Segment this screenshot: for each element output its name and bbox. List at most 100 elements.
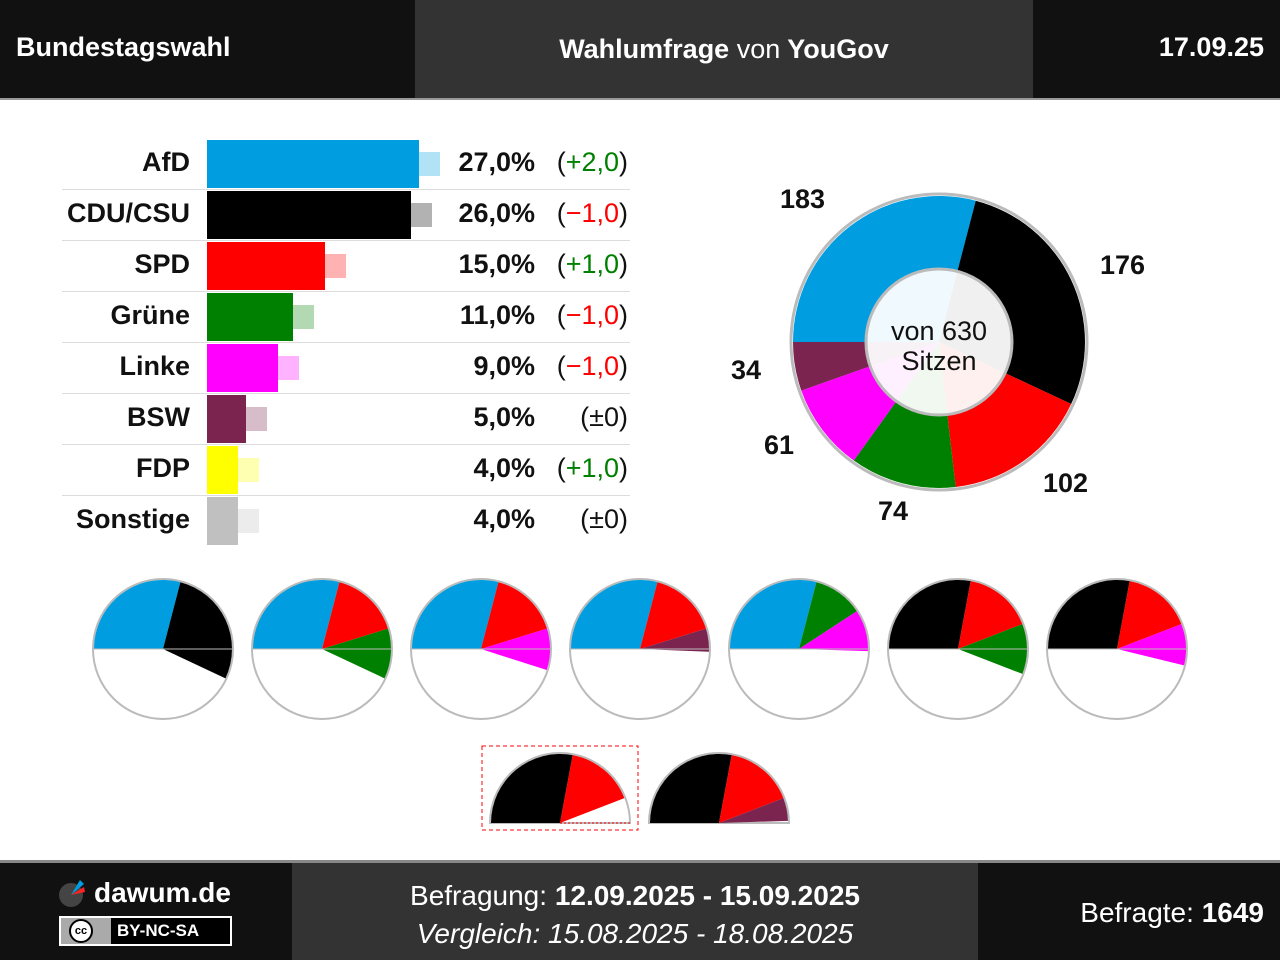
- change-label: (+1,0): [556, 249, 628, 279]
- party-name: FDP: [136, 453, 190, 483]
- respondents-count: 1649: [1201, 897, 1264, 928]
- change-label: (±0): [580, 504, 628, 534]
- seat-total-label: von 630 Sitzen: [869, 316, 1009, 376]
- change-value: −1,0: [565, 351, 619, 381]
- change-label: (±0): [580, 402, 628, 432]
- seat-label-cdu: 176: [1100, 250, 1146, 280]
- seat-label-bsw: 34: [731, 355, 762, 385]
- party-name: SPD: [134, 249, 190, 279]
- bar-row: Linke 9,0% (−1,0): [62, 343, 630, 394]
- coalition-slice: [481, 628, 550, 670]
- change-value: ±0: [589, 402, 619, 432]
- compare-label: Vergleich:: [416, 918, 541, 949]
- compare-period: Vergleich: 15.08.2025 - 18.08.2025: [292, 915, 978, 953]
- coalition-slice: [640, 582, 706, 649]
- coalition-slice: [560, 755, 625, 823]
- coalition-slice: [1117, 581, 1182, 649]
- respondents: Befragte: 1649: [1080, 897, 1264, 929]
- election-title: Bundestagswahl: [16, 32, 231, 62]
- bar: [207, 446, 239, 494]
- bar-row: AfD 27,0% (+2,0): [62, 139, 630, 190]
- footer: dawum.de cc BY-NC-SA Befragung: 12.09.20…: [0, 860, 1280, 960]
- bar: [207, 497, 239, 545]
- bar-change-marker: [218, 509, 260, 533]
- coalition-slice: [491, 754, 573, 823]
- compare-dates: 15.08.2025 - 18.08.2025: [548, 918, 854, 949]
- bar-row: SPD 15,0% (+1,0): [62, 241, 630, 292]
- coalition-slice: [719, 798, 788, 823]
- coalition-slice: [412, 580, 499, 649]
- coalition-slice: [799, 611, 868, 652]
- party-name: Linke: [119, 351, 190, 381]
- poll-date: 17.09.25: [1158, 32, 1264, 62]
- bar: [207, 242, 325, 290]
- percent-label: 4,0%: [473, 453, 535, 483]
- coalition-slice: [481, 582, 547, 649]
- survey-info: Befragung: 12.09.2025 - 15.09.2025 Vergl…: [292, 863, 978, 960]
- minor-coalition-pie: [488, 752, 632, 824]
- cc-icon: cc: [61, 918, 111, 944]
- coalition-slice: [958, 581, 1023, 649]
- seat-label-linke: 61: [764, 430, 795, 460]
- site-logo[interactable]: dawum.de: [58, 877, 231, 909]
- bar: [207, 293, 294, 341]
- poll-title: Wahlumfrage von YouGov: [415, 0, 1033, 98]
- license-text: BY-NC-SA: [117, 921, 200, 940]
- seat-label-afd: 183: [780, 184, 826, 214]
- bar-row: FDP 4,0% (+1,0): [62, 445, 630, 496]
- percent-label: 26,0%: [458, 198, 535, 228]
- party-name: CDU/CSU: [66, 198, 190, 228]
- percent-label: 9,0%: [473, 351, 535, 381]
- bar-change-marker: [273, 305, 315, 329]
- coalition-slice: [650, 754, 732, 823]
- change-value: +1,0: [565, 249, 619, 279]
- bar-change-marker: [257, 356, 299, 380]
- percent-label: 27,0%: [458, 147, 535, 177]
- bar-change-marker: [391, 203, 433, 227]
- coalition-slice: [571, 580, 658, 649]
- bar-change-marker: [304, 254, 346, 278]
- poll-title-prefix: Wahlumfrage: [559, 34, 730, 64]
- coalition-slice: [889, 580, 971, 649]
- bar: [207, 191, 412, 239]
- percent-label: 5,0%: [473, 402, 535, 432]
- change-value: −1,0: [565, 300, 619, 330]
- bar: [207, 344, 278, 392]
- license-badge[interactable]: cc BY-NC-SA: [59, 916, 232, 946]
- pollster-name: YouGov: [787, 34, 889, 64]
- seat-label-spd: 102: [1043, 468, 1089, 498]
- highlight-frame: [481, 745, 639, 831]
- survey-period: Befragung: 12.09.2025 - 15.09.2025: [292, 877, 978, 915]
- party-name: BSW: [127, 402, 190, 432]
- bar-row: BSW 5,0% (±0): [62, 394, 630, 445]
- coalition-slice: [640, 628, 709, 652]
- seat-label-gruene: 74: [878, 496, 909, 526]
- bar-change-marker: [218, 458, 260, 482]
- survey-label: Befragung:: [410, 880, 548, 911]
- coalition-slice: [1117, 624, 1187, 666]
- coalition-slice: [958, 624, 1027, 674]
- coalition-pie: [410, 578, 552, 720]
- coalition-pie: [887, 578, 1029, 720]
- coalition-pie: [1046, 578, 1188, 720]
- bar: [207, 395, 247, 443]
- respondents-label: Befragte:: [1080, 897, 1194, 928]
- change-value: −1,0: [565, 198, 619, 228]
- coalition-slice: [799, 582, 857, 649]
- party-name: Sonstige: [75, 504, 190, 534]
- seat-total-line1: von 630: [890, 316, 988, 346]
- dawum-logo-icon: [59, 880, 85, 907]
- coalition-slice: [322, 582, 388, 649]
- change-label: (+1,0): [556, 453, 628, 483]
- coalition-slice: [322, 628, 391, 679]
- site-name: dawum.de: [94, 877, 231, 908]
- coalition-slice: [1048, 580, 1130, 649]
- bar-row: CDU/CSU 26,0% (−1,0): [62, 190, 630, 241]
- coalition-pie: [569, 578, 711, 720]
- poll-title-mid: von: [736, 34, 781, 64]
- bar-change-marker: [226, 407, 268, 431]
- bar-row: Grüne 11,0% (−1,0): [62, 292, 630, 343]
- change-value: ±0: [589, 504, 619, 534]
- header: Bundestagswahl Wahlumfrage von YouGov 17…: [0, 0, 1280, 100]
- percent-label: 4,0%: [473, 504, 535, 534]
